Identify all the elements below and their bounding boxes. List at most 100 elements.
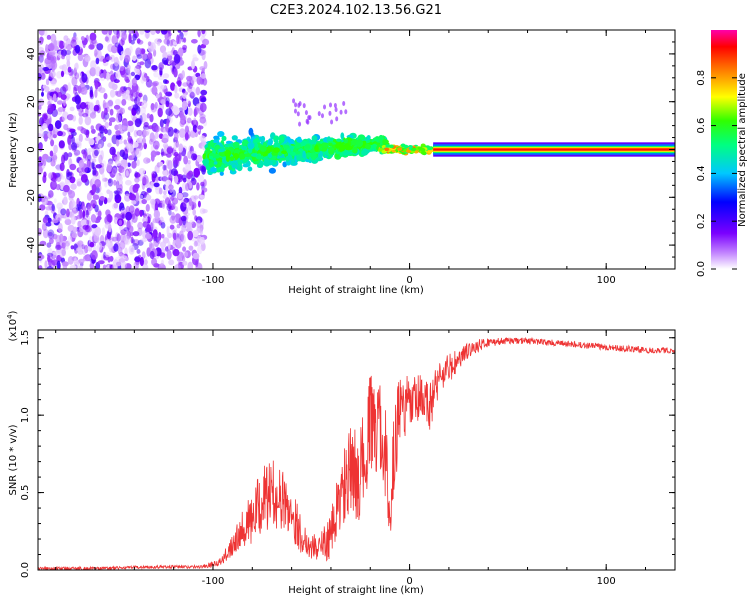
- noise-cell: [186, 75, 193, 82]
- noise-cell: [95, 66, 101, 77]
- noise-cell: [128, 138, 134, 145]
- noise-cell: [117, 113, 123, 123]
- noise-cell: [52, 134, 57, 139]
- noise-cell: [199, 78, 203, 84]
- noise-cell: [116, 175, 123, 182]
- noise-cell: [52, 127, 58, 137]
- noise-cell: [103, 69, 107, 79]
- noise-cell: [48, 42, 55, 51]
- noise-cell: [94, 149, 99, 157]
- noise-cell: [48, 52, 56, 57]
- noise-cell: [92, 166, 97, 176]
- noise-cell: [197, 200, 201, 208]
- noise-cell: [202, 38, 210, 46]
- noise-cell: [128, 245, 135, 255]
- signal-cell: [283, 144, 290, 150]
- noise-cell: [175, 140, 179, 148]
- noise-cell: [170, 82, 176, 91]
- noise-cell: [150, 198, 156, 205]
- noise-cell: [82, 255, 90, 262]
- noise-cell: [187, 181, 193, 189]
- noise-cell: [141, 238, 147, 243]
- noise-cell: [84, 244, 89, 254]
- noise-cell: [38, 254, 45, 260]
- noise-cell: [78, 133, 83, 143]
- noise-cell: [127, 124, 135, 133]
- noise-cell: [67, 235, 73, 244]
- signal-cell: [273, 141, 281, 149]
- noise-cell: [47, 132, 51, 138]
- noise-cell: [192, 208, 196, 216]
- noise-cell: [189, 195, 197, 205]
- spectrogram-y-tick-label: -20: [26, 189, 37, 205]
- noise-cell: [94, 179, 101, 188]
- noise-cell: [150, 30, 156, 36]
- transition-cell: [388, 144, 394, 149]
- transition-cell: [427, 146, 433, 151]
- noise-cell: [181, 192, 189, 198]
- colorbar-tick-label: 0.6: [696, 118, 707, 134]
- noise-cell: [178, 186, 183, 195]
- noise-cell: [51, 259, 59, 266]
- noise-cell: [81, 73, 88, 83]
- noise-cell: [86, 219, 90, 225]
- noise-cell: [131, 200, 137, 205]
- noise-cell: [73, 84, 79, 92]
- noise-cell: [154, 131, 159, 140]
- noise-cell: [89, 93, 94, 100]
- noise-cell: [46, 34, 52, 40]
- noise-cell: [38, 133, 43, 139]
- noise-cell: [185, 162, 192, 173]
- noise-cell: [162, 169, 168, 177]
- noise-cell: [180, 215, 187, 222]
- signal-cell: [209, 155, 214, 160]
- noise-cell: [88, 161, 92, 172]
- noise-cell: [192, 54, 197, 59]
- noise-cell: [94, 204, 99, 213]
- noise-cell: [166, 117, 170, 127]
- noise-cell: [134, 172, 141, 178]
- noise-cell: [81, 244, 86, 250]
- scatter-cell: [302, 103, 306, 109]
- noise-cell: [151, 86, 158, 95]
- noise-cell: [161, 30, 168, 35]
- noise-cell: [192, 230, 199, 238]
- noise-cell: [92, 194, 100, 200]
- noise-cell: [169, 64, 173, 71]
- noise-cell: [189, 86, 197, 97]
- noise-cell: [108, 121, 112, 126]
- noise-cell: [188, 245, 194, 251]
- noise-cell: [89, 262, 95, 269]
- chart-title: C2E3.2024.102.13.56.G21: [270, 3, 442, 18]
- noise-cell: [135, 191, 139, 202]
- noise-cell: [139, 134, 143, 142]
- noise-cell: [150, 103, 157, 113]
- noise-cell: [48, 232, 53, 237]
- noise-cell: [134, 96, 140, 106]
- noise-cell: [119, 233, 126, 243]
- noise-cell: [157, 237, 161, 245]
- noise-cell: [141, 251, 146, 259]
- noise-cell: [108, 81, 115, 89]
- signal-cell: [229, 156, 235, 162]
- noise-cell: [42, 216, 48, 224]
- noise-cell: [111, 148, 116, 156]
- noise-cell: [190, 221, 197, 229]
- noise-cell: [144, 30, 151, 33]
- noise-cell: [203, 61, 208, 70]
- noise-cell: [191, 60, 195, 70]
- colorbar-tick-label: 0.2: [696, 213, 707, 229]
- noise-cell: [57, 217, 61, 222]
- signal-cell: [221, 135, 227, 142]
- noise-cell: [155, 125, 161, 133]
- noise-cell: [181, 100, 188, 111]
- noise-cell: [187, 85, 193, 93]
- noise-cell: [104, 36, 109, 42]
- signal-cell: [231, 167, 236, 172]
- noise-cell: [74, 44, 81, 54]
- signal-cell: [251, 153, 259, 157]
- noise-cell: [84, 116, 92, 126]
- noise-cell: [155, 168, 160, 174]
- noise-cell: [48, 172, 53, 179]
- noise-cell: [132, 231, 140, 237]
